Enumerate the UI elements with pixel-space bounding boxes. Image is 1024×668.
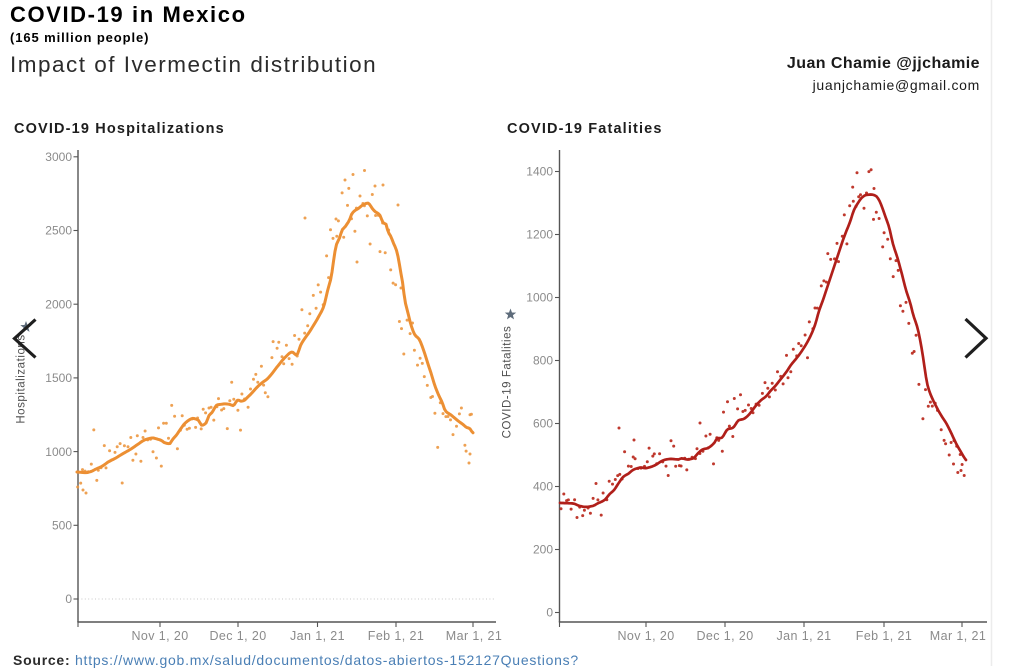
svg-text:3000: 3000 bbox=[45, 150, 72, 164]
svg-text:1500: 1500 bbox=[45, 371, 72, 385]
svg-text:Dec 1, 20: Dec 1, 20 bbox=[696, 629, 753, 643]
svg-text:Feb 1, 21: Feb 1, 21 bbox=[368, 629, 424, 643]
svg-text:Dec 1, 20: Dec 1, 20 bbox=[209, 629, 266, 643]
svg-text:1200: 1200 bbox=[526, 228, 553, 242]
svg-text:Mar 1, 21: Mar 1, 21 bbox=[446, 629, 502, 643]
svg-text:500: 500 bbox=[52, 519, 72, 533]
svg-text:400: 400 bbox=[533, 480, 553, 494]
svg-text:Jan 1, 21: Jan 1, 21 bbox=[776, 629, 831, 643]
svg-text:0: 0 bbox=[546, 606, 553, 620]
svg-text:Mar 1, 21: Mar 1, 21 bbox=[930, 629, 986, 643]
svg-text:Nov 1, 20: Nov 1, 20 bbox=[617, 629, 674, 643]
svg-text:Jan 1, 21: Jan 1, 21 bbox=[290, 629, 345, 643]
svg-text:Nov 1, 20: Nov 1, 20 bbox=[131, 629, 188, 643]
svg-text:2000: 2000 bbox=[45, 297, 72, 311]
svg-text:COVID-19 Fatalities: COVID-19 Fatalities bbox=[502, 326, 514, 439]
svg-text:0: 0 bbox=[65, 592, 72, 606]
svg-text:1400: 1400 bbox=[526, 165, 553, 179]
svg-text:1000: 1000 bbox=[526, 291, 553, 305]
svg-text:200: 200 bbox=[533, 543, 553, 557]
svg-text:2500: 2500 bbox=[45, 224, 72, 238]
svg-text:Feb 1, 21: Feb 1, 21 bbox=[856, 629, 912, 643]
svg-text:800: 800 bbox=[533, 354, 553, 368]
svg-text:Hospitalizations: Hospitalizations bbox=[16, 334, 28, 423]
svg-text:600: 600 bbox=[533, 417, 553, 431]
svg-text:1000: 1000 bbox=[45, 445, 72, 459]
